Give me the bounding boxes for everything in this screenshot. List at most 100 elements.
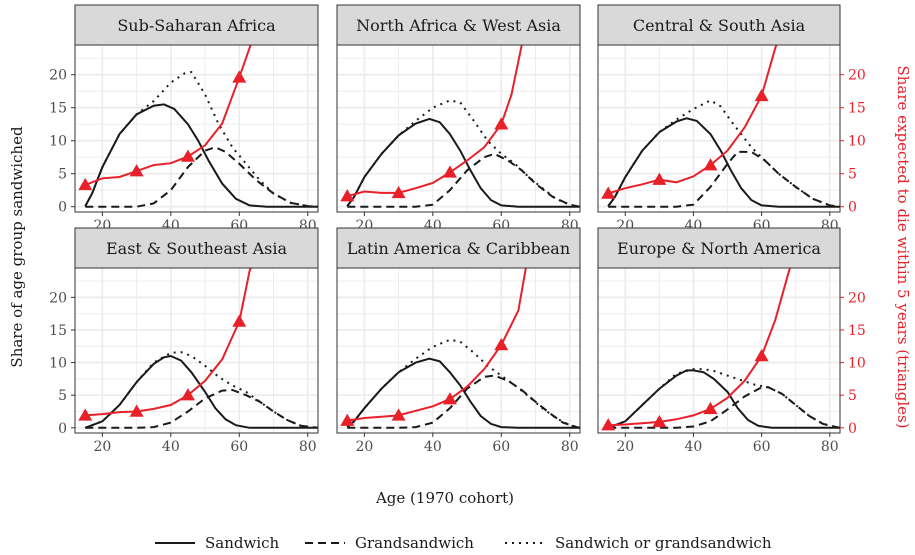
legend-label: Sandwich or grandsandwich [555, 534, 772, 552]
y-right-tick-label: 10 [848, 134, 866, 150]
panel-background [75, 45, 318, 212]
mortality-triangle [703, 401, 718, 415]
series-sandwich-or-grandsandwich [84, 351, 318, 429]
series-mortality [347, 268, 527, 422]
panel-border [336, 267, 581, 434]
mortality-triangle [391, 408, 406, 421]
mortality-triangle [180, 149, 195, 162]
panel-border [597, 267, 841, 434]
x-tick-label: 80 [299, 439, 317, 455]
y-right-tick-label: 0 [848, 421, 857, 437]
mortality-triangle [601, 418, 616, 431]
mortality-triangle [78, 408, 93, 421]
series-mortality [85, 268, 252, 417]
mortality-triangle [754, 349, 769, 362]
mortality-triangle [703, 158, 718, 171]
facet-latin-america-and-caribbean: Latin America & Caribbean 20 40 60 80 [336, 227, 581, 455]
y-tick-label: 15 [49, 101, 67, 117]
series-mortality [84, 45, 252, 186]
mortality-triangle [232, 70, 247, 83]
series-sandwich [84, 354, 318, 429]
series-sandwich-or-grandsandwich [84, 70, 318, 208]
y-right-tick-label: 20 [848, 68, 866, 84]
panel-background [337, 268, 580, 433]
facet-strip [74, 4, 319, 46]
y-right-tick-label: 15 [848, 323, 866, 339]
x-tick-label: 60 [492, 439, 510, 455]
mortality-triangle [129, 404, 144, 417]
y-right-tick-label: 15 [848, 101, 866, 117]
y-axis-title: Share of age group sandwiched [8, 126, 26, 368]
series-sandwich [84, 103, 318, 208]
y-tick-label: 0 [58, 421, 67, 437]
legend-label: Grandsandwich [355, 534, 474, 552]
plot-area [75, 45, 318, 212]
facet-title: Central & South Asia [633, 16, 806, 35]
series-sandwich-or-grandsandwich [346, 99, 580, 208]
mortality-triangle [340, 413, 355, 426]
panel-border [74, 267, 319, 434]
series-sandwich-or-grandsandwich [346, 338, 580, 429]
panel-background [598, 45, 840, 212]
y-right-tick-label: 0 [848, 200, 857, 216]
plot-area [598, 268, 840, 433]
panel-border [74, 44, 319, 213]
mortality-triangle [391, 185, 406, 199]
mortality-triangle [652, 172, 667, 185]
y-right-tick-label: 5 [848, 167, 857, 183]
panel-background [75, 268, 318, 433]
legend-item-sandwich: Sandwich [155, 534, 280, 552]
facet-title: Latin America & Caribbean [347, 239, 570, 258]
x-tick-label: 60 [230, 439, 248, 455]
y-axis-right-title: Share expected to die within 5 years (tr… [894, 65, 912, 428]
y-tick-label: 20 [49, 290, 67, 306]
series-grandsandwich [347, 152, 580, 208]
facet-title: East & Southeast Asia [106, 239, 288, 258]
legend-label: Sandwich [205, 534, 280, 552]
plot-area [75, 268, 318, 433]
x-tick-label: 20 [616, 439, 634, 455]
mortality-triangle [232, 314, 247, 327]
legend-item-grandsandwich: Grandsandwich [305, 534, 474, 552]
panel-border [597, 44, 841, 213]
mortality-triangle [442, 165, 457, 178]
x-tick-label: 40 [424, 439, 442, 455]
mortality-triangle [442, 392, 457, 405]
facet-strip [597, 227, 841, 269]
x-tick-label: 40 [685, 439, 703, 455]
facet-title: North Africa & West Asia [356, 16, 561, 35]
x-tick-label: 20 [93, 439, 111, 455]
series-mortality [607, 45, 778, 195]
mortality-triangle [494, 117, 509, 130]
mortality-triangle [652, 414, 667, 428]
mortality-triangle [601, 186, 616, 199]
y-tick-label: 5 [58, 388, 67, 404]
series-sandwich [346, 117, 580, 208]
series-grandsandwich [85, 388, 318, 429]
mortality-triangle [78, 177, 93, 191]
series-grandsandwich [608, 150, 840, 208]
plot-area [337, 268, 580, 433]
facet-europe-and-north-america: Europe & North America 20 40 60 80 0 5 10 15 20 [597, 227, 866, 455]
mortality-triangle [340, 189, 355, 202]
mortality-triangle [180, 388, 195, 401]
x-tick-label: 20 [355, 439, 373, 455]
x-axis-title: Age (1970 cohort) [375, 489, 514, 507]
x-tick-label: 80 [561, 439, 579, 455]
mortality-triangle [494, 337, 509, 351]
panel-background [337, 45, 580, 212]
series-sandwich [346, 357, 580, 429]
y-tick-label: 10 [49, 356, 67, 372]
y-tick-label: 0 [58, 200, 67, 216]
y-right-tick-label: 5 [848, 388, 857, 404]
y-tick-label: 10 [49, 134, 67, 150]
facet-strip [597, 4, 841, 46]
facet-title: Sub-Saharan Africa [117, 16, 276, 35]
y-right-tick-label: 10 [848, 356, 866, 372]
series-sandwich-or-grandsandwich [607, 368, 840, 429]
y-tick-label: 5 [58, 167, 67, 183]
panel-border [336, 44, 581, 213]
